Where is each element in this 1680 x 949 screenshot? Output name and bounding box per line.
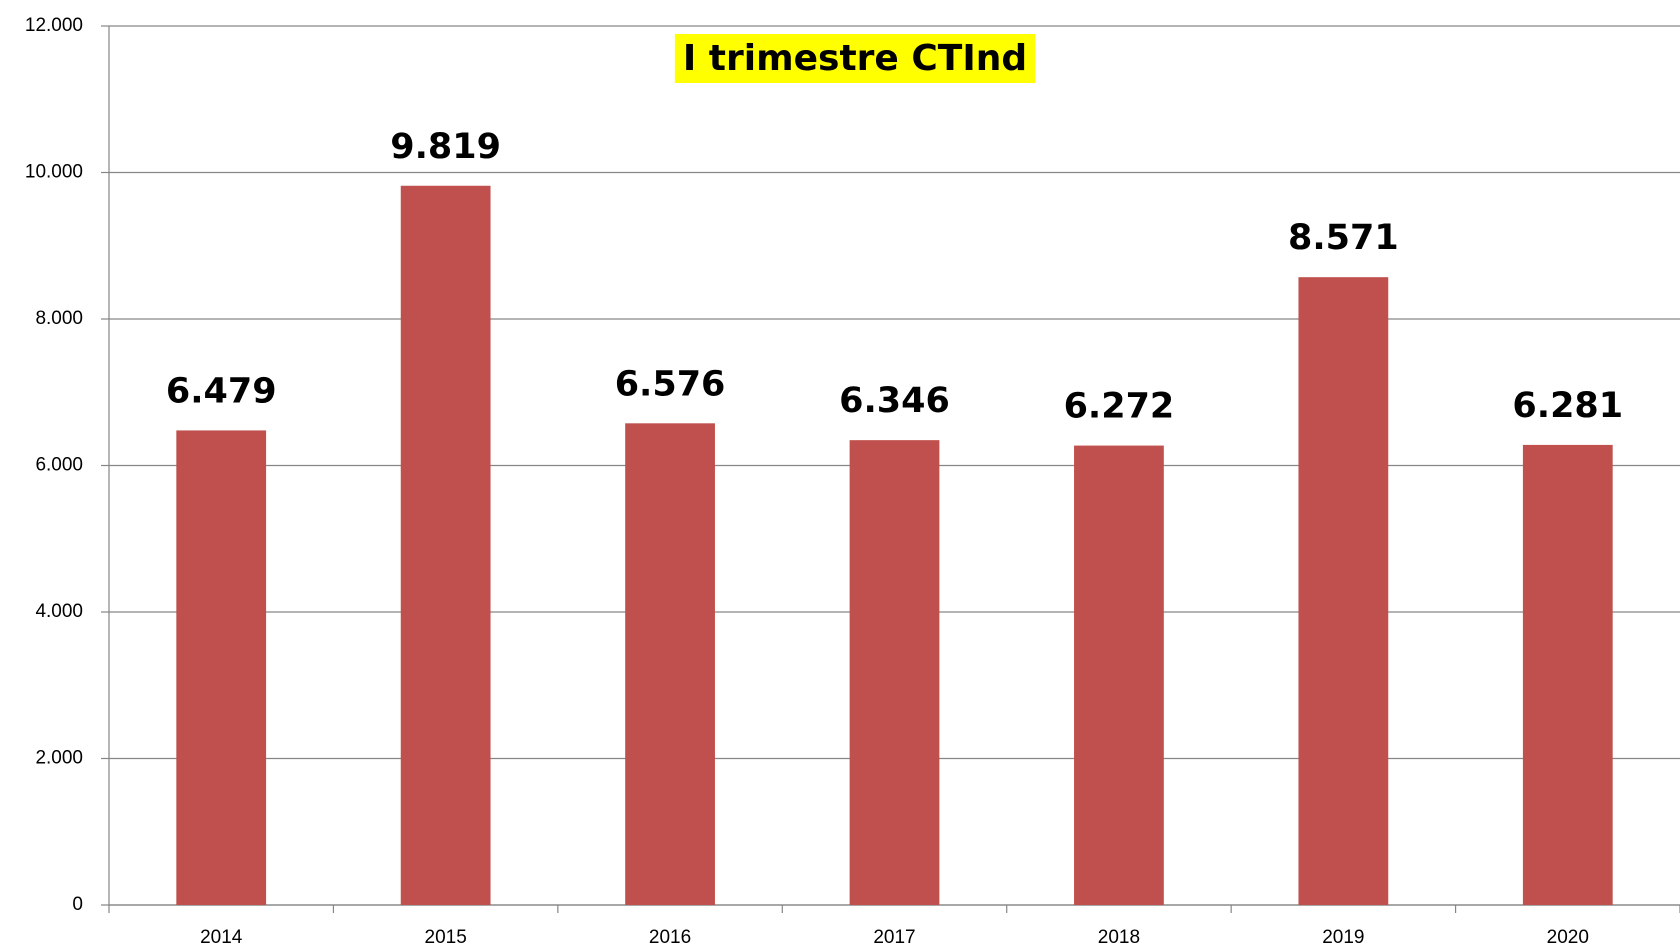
bar — [176, 430, 267, 905]
x-tick-label: 2019 — [1322, 927, 1364, 948]
y-tick-label: 12.000 — [25, 15, 83, 36]
data-label: 6.346 — [839, 381, 950, 421]
y-tick-label: 2.000 — [35, 748, 83, 769]
bar — [1074, 445, 1164, 905]
x-tick-label: 2014 — [200, 927, 243, 948]
x-tick-label: 2016 — [649, 927, 691, 948]
data-label: 6.272 — [1064, 387, 1175, 427]
y-tick-label: 10.000 — [25, 162, 83, 183]
data-label: 6.576 — [615, 364, 726, 404]
x-tick-label: 2015 — [425, 927, 467, 948]
x-tick-label: 2020 — [1547, 927, 1589, 948]
y-tick-label: 4.000 — [35, 601, 83, 622]
y-tick-label: 0 — [72, 894, 83, 915]
bar — [625, 423, 715, 905]
data-label: 6.281 — [1512, 386, 1623, 426]
y-tick-label: 8.000 — [35, 308, 83, 329]
data-label: 6.479 — [166, 371, 277, 411]
y-tick-label: 6.000 — [35, 455, 83, 476]
x-tick-label: 2017 — [873, 927, 915, 948]
data-label: 8.571 — [1288, 218, 1399, 258]
title-background — [674, 34, 1036, 83]
x-tick-label: 2018 — [1098, 927, 1140, 948]
bar — [1522, 444, 1613, 905]
data-label: 9.819 — [390, 127, 501, 167]
bar — [1298, 277, 1389, 905]
bar — [400, 185, 491, 906]
bar — [849, 440, 940, 905]
chart-title: I trimestre CTInd — [683, 38, 1027, 79]
